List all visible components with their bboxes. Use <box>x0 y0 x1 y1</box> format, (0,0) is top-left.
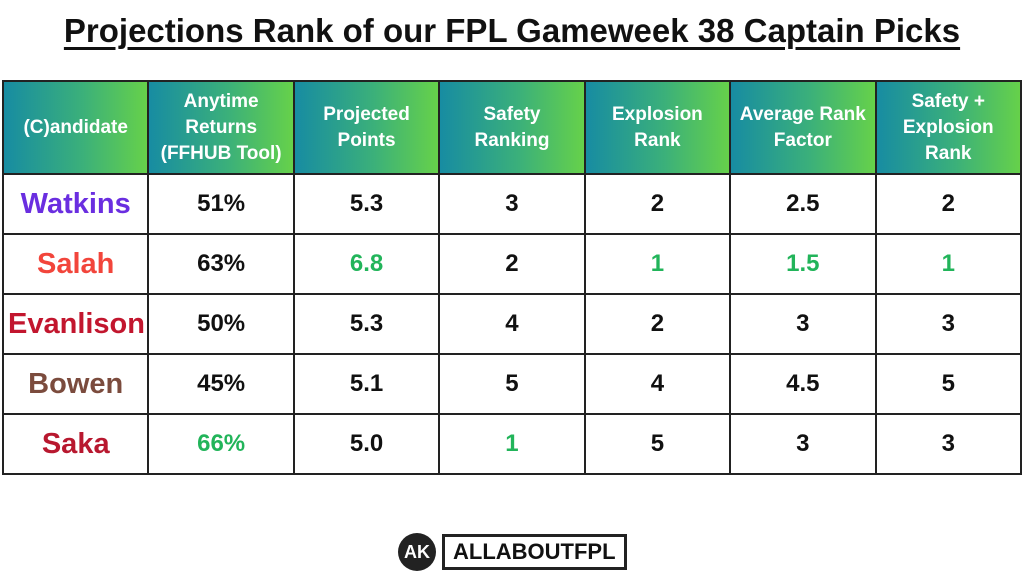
header: Projected Points <box>292 80 441 175</box>
table-cell: 51% <box>147 173 295 235</box>
table-cell: 3 <box>729 293 877 355</box>
table-cell: 45% <box>147 353 295 415</box>
table-cell: 5.0 <box>292 413 441 475</box>
table-cell: 3 <box>729 413 877 475</box>
logo: AK <box>398 533 436 571</box>
header-row: (C)andidate Anytime Returns (FFHUB Tool)… <box>1 80 1023 175</box>
header: Safety Ranking <box>438 80 586 175</box>
table-cell: 5 <box>874 353 1023 415</box>
table-cell: 3 <box>874 293 1023 355</box>
header: Explosion Rank <box>583 80 732 175</box>
header: Average Rank Factor <box>729 80 877 175</box>
header: (C)andidate <box>1 80 150 175</box>
table-cell: 66% <box>147 413 295 475</box>
table-cell: 63% <box>147 233 295 295</box>
table-cell: 1 <box>874 233 1023 295</box>
table-cell: 2 <box>583 293 732 355</box>
table-cell: 2 <box>583 173 732 235</box>
table-cell: 4.5 <box>729 353 877 415</box>
table-row: Evanlison 50% 5.3 4 2 3 3 <box>1 293 1023 355</box>
table-row: Salah 63% 6.8 2 1 1.5 1 <box>1 233 1023 295</box>
table-cell: 5.1 <box>292 353 441 415</box>
header: Anytime Returns (FFHUB Tool) <box>147 80 295 175</box>
captain-table: (C)andidate Anytime Returns (FFHUB Tool)… <box>1 80 1023 475</box>
table-row: Bowen 45% 5.1 5 4 4.5 5 <box>1 353 1023 415</box>
table-cell: 5 <box>583 413 732 475</box>
candidate-name: Saka <box>1 413 150 475</box>
header: Safety + Explosion Rank <box>874 80 1023 175</box>
candidate-name: Salah <box>1 233 150 295</box>
table-cell: 1 <box>583 233 732 295</box>
table-cell: 2.5 <box>729 173 877 235</box>
table-cell: 4 <box>438 293 586 355</box>
table-cell: 1.5 <box>729 233 877 295</box>
table-cell: 2 <box>438 233 586 295</box>
table-row: Watkins 51% 5.3 3 2 2.5 2 <box>1 173 1023 235</box>
title: Projections Rank of our FPL Gameweek 38 … <box>63 12 961 49</box>
table-cell: 6.8 <box>292 233 441 295</box>
table-cell: 3 <box>438 173 586 235</box>
candidate-name: Watkins <box>1 173 150 235</box>
table-row: Saka 66% 5.0 1 5 3 3 <box>1 413 1023 475</box>
footer: AK ALLABOUTFPL <box>398 532 627 572</box>
table-cell: 2 <box>874 173 1023 235</box>
table-cell: 50% <box>147 293 295 355</box>
brand: ALLABOUTFPL <box>442 534 627 570</box>
table-cell: 3 <box>874 413 1023 475</box>
table-body: Watkins 51% 5.3 3 2 2.5 2 Salah 63% 6.8 2 1 1.5 1 Evan… <box>1 173 1023 475</box>
table-cell: 5.3 <box>292 293 441 355</box>
table-cell: 5 <box>438 353 586 415</box>
candidate-name: Evanlison <box>1 293 150 355</box>
candidate-name: Bowen <box>1 353 150 415</box>
table-cell: 1 <box>438 413 586 475</box>
table-cell: 4 <box>583 353 732 415</box>
table-cell: 5.3 <box>292 173 441 235</box>
